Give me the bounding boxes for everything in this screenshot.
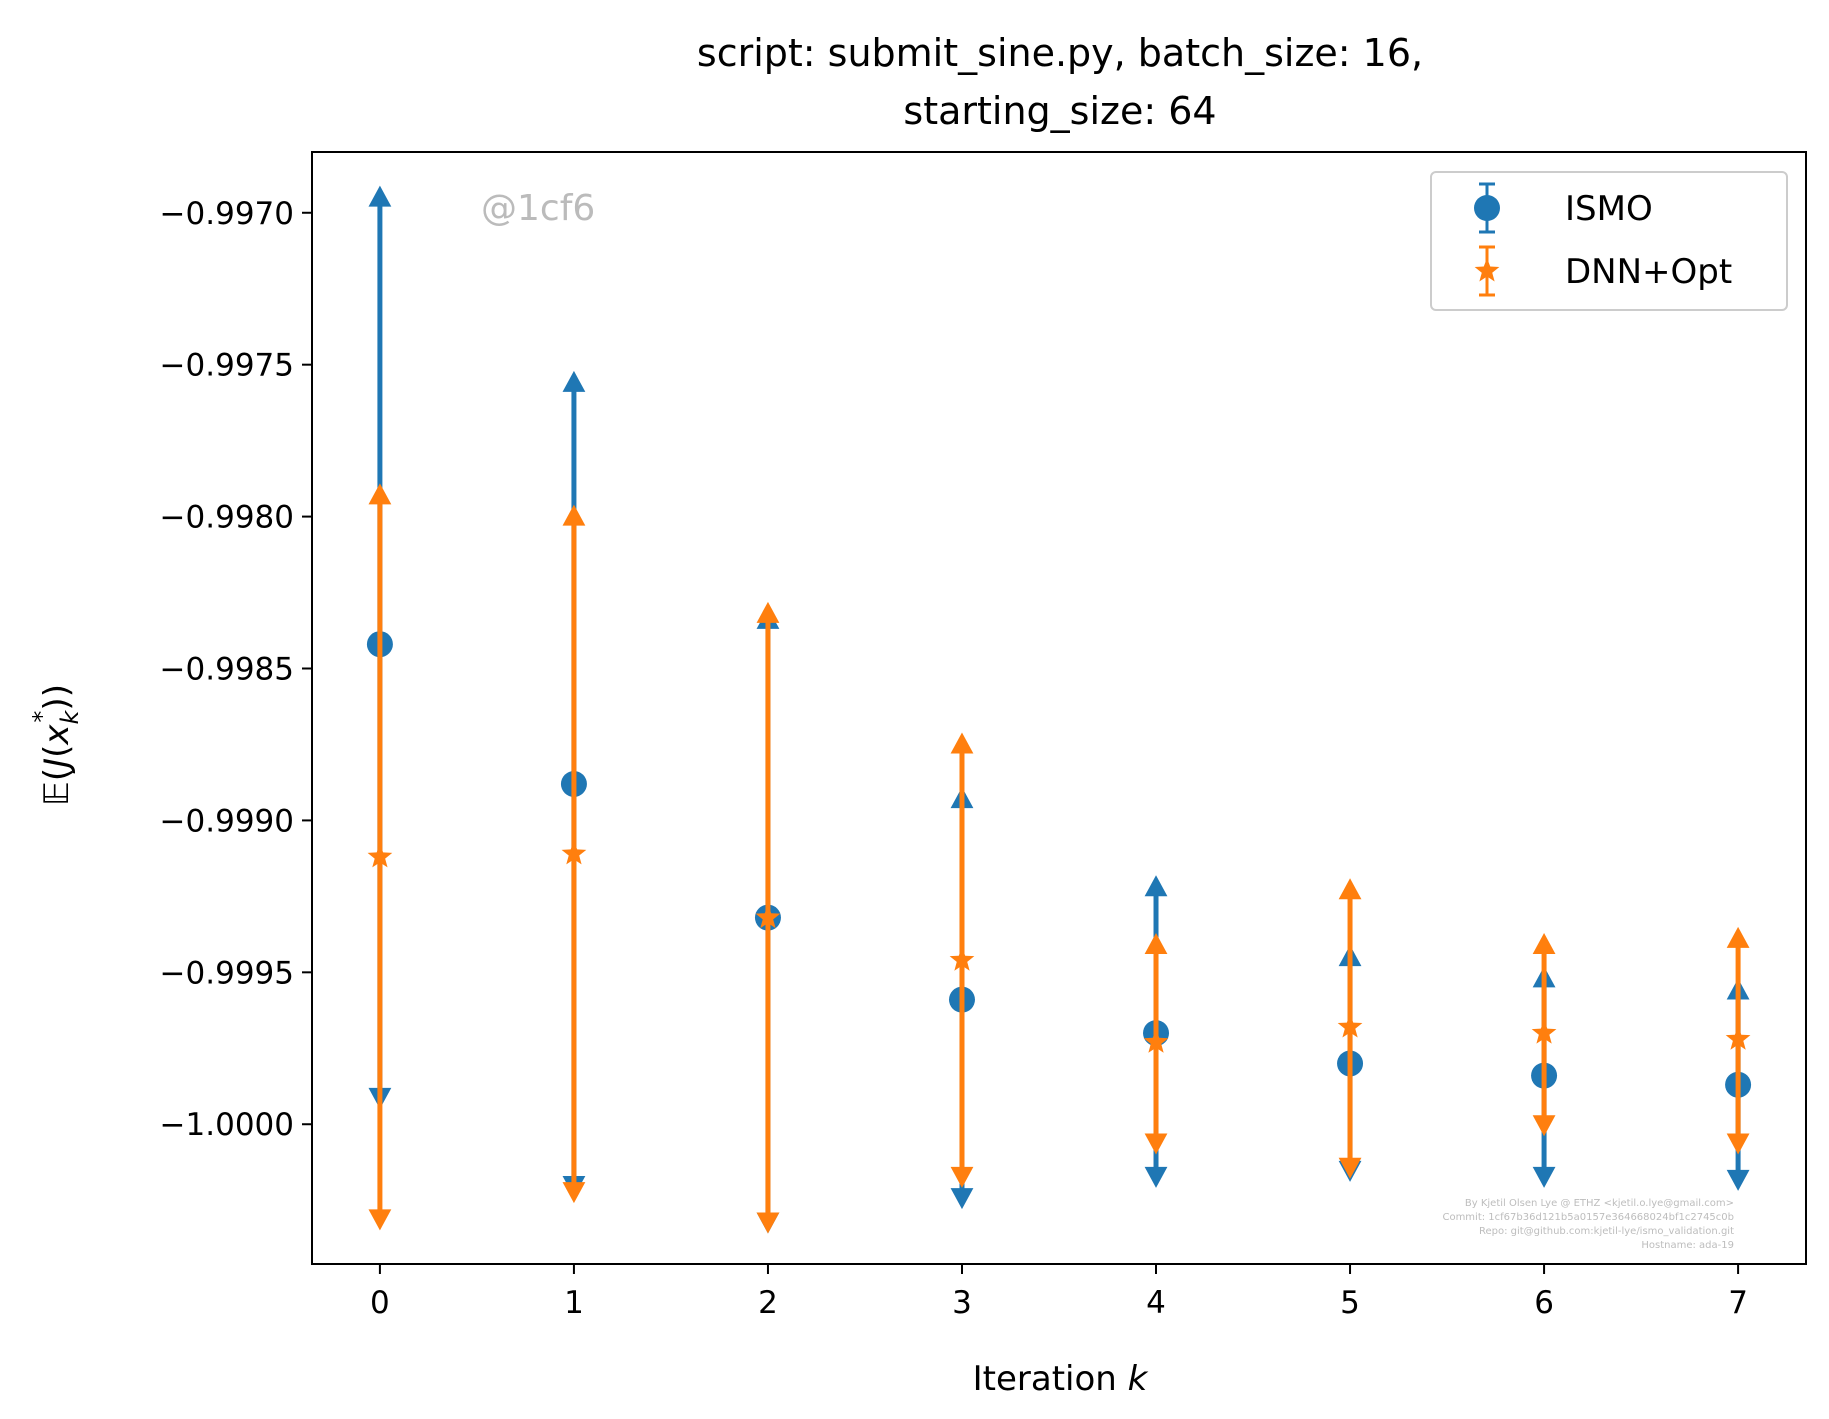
legend-box (1430, 171, 1788, 311)
upper-arrow-marker (562, 504, 586, 526)
legend-marker (1474, 258, 1500, 282)
legend-handle-ismo (1474, 182, 1500, 234)
data-point (1531, 1020, 1557, 1044)
upper-arrow-marker (1338, 878, 1362, 900)
x-tick-label: 5 (1340, 1285, 1360, 1321)
y-tick-label: −0.9990 (160, 803, 294, 839)
lower-arrow-marker (368, 1209, 392, 1231)
data-point (561, 840, 587, 865)
legend-label-dnn-opt: DNN+Opt (1565, 252, 1732, 292)
y-tick-label: −0.9995 (160, 955, 294, 991)
legend-marker (1474, 195, 1500, 221)
data-point (949, 947, 975, 971)
upper-arrow-marker (756, 601, 780, 623)
lower-arrow-marker (562, 1182, 586, 1204)
upper-arrow-marker (368, 483, 392, 505)
plot-area-frame (311, 151, 1807, 1265)
lower-arrow-marker (1144, 1133, 1168, 1155)
x-axis-ticks: 0 1 2 3 4 5 6 7 (370, 1264, 1748, 1321)
footnote-line-2: Commit: 1cf67b36d121b5a0157e364668024bf1… (1442, 1212, 1734, 1223)
lower-arrow-marker (756, 1212, 780, 1234)
chart-title-line-2: starting_size: 64 (903, 89, 1216, 133)
data-point (755, 904, 781, 929)
watermark-label: @1cf6 (481, 188, 595, 229)
x-tick-label: 4 (1146, 1285, 1166, 1321)
lower-arrow-marker (1726, 1133, 1750, 1155)
x-axis-label-text: Iteration (973, 1359, 1128, 1399)
upper-arrow-marker (368, 185, 392, 207)
x-axis-label: Iteration k (973, 1359, 1149, 1399)
legend: ISMO DNN+Opt (1430, 171, 1788, 311)
x-axis-label-k: k (1128, 1359, 1149, 1399)
x-tick-label: 0 (370, 1285, 390, 1321)
legend-label-ismo: ISMO (1565, 189, 1653, 229)
data-point (1143, 1029, 1169, 1053)
y-tick-label: −0.9985 (160, 652, 294, 688)
data-point (1337, 1014, 1363, 1038)
x-tick-label: 2 (758, 1285, 778, 1321)
legend-handle-dnn-opt (1474, 245, 1500, 297)
lower-arrow-marker (1532, 1166, 1556, 1188)
y-tick-label: −0.9975 (160, 348, 294, 384)
upper-arrow-marker (1144, 932, 1168, 954)
chart-title-line-1: script: submit_sine.py, batch_size: 16, (697, 31, 1423, 75)
x-tick-label: 1 (564, 1285, 584, 1321)
x-tick-label: 7 (1728, 1285, 1748, 1321)
upper-arrow-marker (562, 370, 586, 392)
lower-arrow-marker (1726, 1169, 1750, 1191)
footnote-line-1: By Kjetil Olsen Lye @ ETHZ <kjetil.o.lye… (1465, 1198, 1734, 1209)
series-dnn-opt (367, 483, 1751, 1234)
upper-arrow-marker (1532, 932, 1556, 954)
footnote-line-3: Repo: git@github.com:kjetil-lye/ismo_val… (1479, 1226, 1734, 1237)
upper-arrow-marker (1144, 875, 1168, 897)
y-tick-label: −0.9980 (160, 500, 294, 536)
lower-arrow-marker (1338, 1157, 1362, 1179)
lower-arrow-marker (950, 1188, 974, 1210)
lower-arrow-marker (1532, 1115, 1556, 1137)
footnote: By Kjetil Olsen Lye @ ETHZ <kjetil.o.lye… (1442, 1198, 1734, 1251)
y-axis-label: 𝔼(J(xk*)) (28, 684, 84, 806)
y-tick-label: −1.0000 (160, 1107, 294, 1143)
upper-arrow-marker (950, 732, 974, 754)
y-axis-ticks: −0.9970 −0.9975 −0.9980 −0.9985 −0.9990 −0.99… (160, 196, 312, 1143)
footnote-line-4: Hostname: ada-19 (1641, 1240, 1734, 1251)
data-point (367, 843, 393, 868)
lower-arrow-marker (1144, 1166, 1168, 1188)
lower-arrow-marker (950, 1166, 974, 1188)
x-tick-label: 3 (952, 1285, 972, 1321)
data-point (1725, 1026, 1751, 1050)
series-layer (366, 185, 1752, 1234)
upper-arrow-marker (1726, 926, 1750, 948)
x-tick-label: 6 (1534, 1285, 1554, 1321)
y-tick-label: −0.9970 (160, 196, 294, 232)
